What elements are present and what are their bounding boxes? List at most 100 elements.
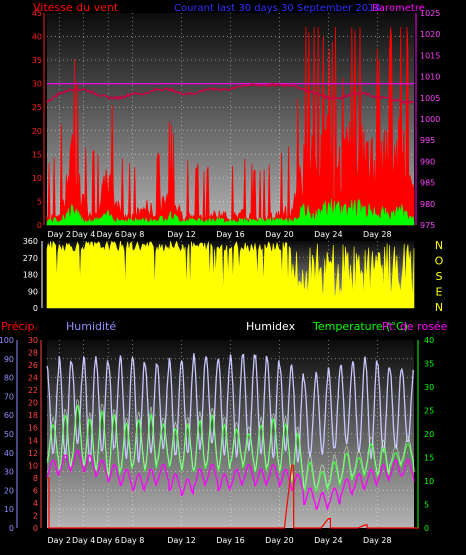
humidity-tick: 50 [4,430,14,439]
dewpoint-series [46,449,415,512]
wind-left-tick: 35 [32,56,42,65]
precip-tick: 24 [28,374,38,383]
temperature-tick: 20 [424,430,434,439]
wind-left-axis: 45 40 35 30 25 20 15 10 5 0 [32,9,45,230]
temperature-tick: 5 [424,501,429,510]
x-tick-label: Day 28 [363,536,392,545]
temp-gridlines [47,340,414,528]
wind-speed-label: Vitesse du vent [33,1,119,14]
wind-series-group [46,27,415,226]
wind-left-tick: 20 [32,127,42,136]
wind-left-tick: 15 [32,150,42,159]
humidity-tick: 30 [4,468,14,477]
direction-left-tick: 180 [23,271,38,280]
wind-left-tick: 10 [32,174,42,183]
x-tick-label: Day 24 [314,230,343,239]
x-tick-label: Day 2 [48,230,71,239]
temperature-label: Temperature (°C) [312,320,408,333]
precip-tick: 12 [28,449,38,458]
humidity-series [46,353,415,463]
wind-left-tick: 0 [37,221,42,230]
precip-tick: 6 [33,486,38,495]
humidex-label: Humidex [246,320,296,333]
precip-tick: 16 [28,424,38,433]
precip-tick: 2 [33,511,38,520]
x-tick-label: Day 8 [121,536,144,545]
wind-left-tick: 5 [37,197,42,206]
precip-label: Précip. [1,320,38,333]
humidity-tick: 0 [9,524,14,533]
humidity-tick: 80 [4,374,14,383]
humidex-series [46,399,415,489]
wind-right-tick: 985 [420,179,435,188]
temp-x-axis: Day 2 Day 4 Day 6 Day 8 Day 12 Day 16 Day 20 Da… [48,536,392,545]
precip-tick: 20 [28,399,38,408]
x-tick-label: Day 12 [167,536,196,545]
compass-letter: N [435,301,443,314]
wind-right-tick: 1010 [420,73,440,82]
precip-tick: 10 [28,461,38,470]
temperature-right-axis: 40 35 30 25 20 15 10 5 0 [417,336,434,533]
x-tick-label: Day 2 [48,536,71,545]
precip-tick: 8 [33,474,38,483]
wind-right-tick: 1000 [420,115,440,124]
wind-left-tick: 40 [32,33,42,42]
direction-series-group [46,240,415,309]
x-tick-label: Day 16 [216,536,245,545]
compass-letter: S [436,270,443,283]
x-tick-label: Day 6 [96,230,119,239]
precip-tick: 28 [28,349,38,358]
x-tick-label: Day 24 [314,536,343,545]
x-tick-label: Day 8 [121,230,144,239]
temperature-tick: 40 [424,336,434,345]
wind-right-tick: 995 [420,136,435,145]
x-tick-label: Day 6 [96,536,119,545]
precip-tick: 22 [28,386,38,395]
direction-left-axis: 360 270 180 90 0 [23,237,43,313]
wind-direction-series [46,240,415,309]
temperature-tick: 35 [424,360,434,369]
precip-tick: 18 [28,411,38,420]
precip-tick: 26 [28,361,38,370]
x-tick-label: Day 20 [265,536,294,545]
wind-chart-title: Courant last 30 days 30 September 2014 [174,3,381,14]
compass-letter: E [436,286,443,299]
precip-tick: 4 [33,499,38,508]
precip-tick: 0 [33,524,38,533]
x-tick-label: Day 12 [167,230,196,239]
direction-left-tick: 360 [23,237,38,246]
compass-letter: N [435,239,443,252]
humidity-tick: 70 [4,392,14,401]
wind-right-tick: 975 [420,221,435,230]
humidity-tick: 40 [4,449,14,458]
barometer-series [46,82,415,105]
wind-right-tick: 1025 [420,9,440,18]
humidity-tick: 10 [4,505,14,514]
precip-tick: 30 [28,336,38,345]
wind-left-tick: 25 [32,103,42,112]
precip-tick: 14 [28,436,38,445]
x-tick-label: Day 4 [72,230,95,239]
wind-right-tick: 990 [420,157,435,166]
wind-right-axis: 1025 1020 1015 1010 1005 1000 995 990 985 980 975 [415,9,440,230]
x-tick-label: Day 20 [265,230,294,239]
wind-right-tick: 1020 [420,30,440,39]
temp-series-group [46,353,419,529]
humidity-tick: 20 [4,486,14,495]
wind-right-tick: 980 [420,200,435,209]
temperature-tick: 10 [424,477,434,486]
compass-letter: O [435,255,444,268]
barometer-label: Barometre [372,3,425,14]
temperature-tick: 15 [424,454,434,463]
humidity-tick: 90 [4,355,14,364]
x-tick-label: Day 4 [72,536,95,545]
direction-left-tick: 270 [23,254,38,263]
x-tick-label: Day 16 [216,230,245,239]
direction-left-tick: 90 [28,287,38,296]
temperature-tick: 30 [424,383,434,392]
